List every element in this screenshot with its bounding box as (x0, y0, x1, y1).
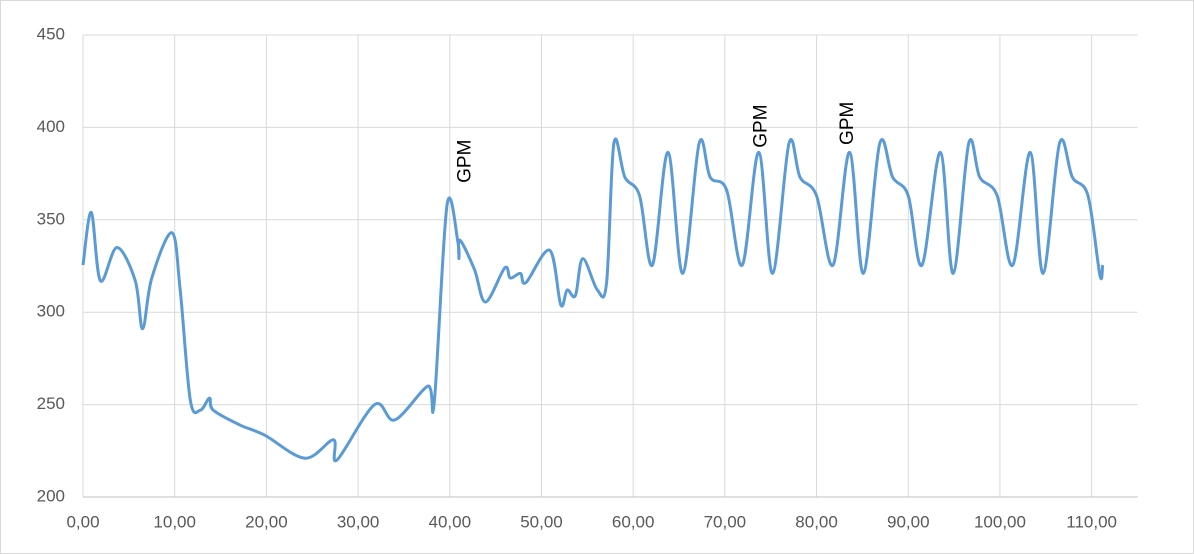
x-tick-label: 40,00 (429, 512, 472, 531)
annotation: GPM (751, 104, 772, 147)
y-tick-label: 450 (37, 24, 65, 43)
x-tick-label: 80,00 (795, 512, 838, 531)
y-tick-label: 250 (37, 394, 65, 413)
x-tick-label: 10,00 (153, 512, 196, 531)
x-tick-label: 90,00 (887, 512, 930, 531)
x-tick-label: 0,00 (66, 512, 99, 531)
annotation: GPM (837, 102, 858, 145)
y-tick-label: 300 (37, 302, 65, 321)
x-tick-label: 50,00 (520, 512, 563, 531)
data-line (81, 137, 1105, 463)
x-tick-label: 70,00 (704, 512, 747, 531)
y-tick-label: 400 (37, 117, 65, 136)
annotation: GPM (454, 140, 475, 183)
y-tick-label: 350 (37, 209, 65, 228)
y-tick-label: 200 (37, 486, 65, 505)
x-tick-label: 110,00 (1066, 512, 1117, 531)
x-tick-label: 20,00 (245, 512, 288, 531)
x-tick-label: 100,00 (974, 512, 1026, 531)
x-tick-label: 30,00 (337, 512, 380, 531)
x-tick-label: 60,00 (612, 512, 655, 531)
